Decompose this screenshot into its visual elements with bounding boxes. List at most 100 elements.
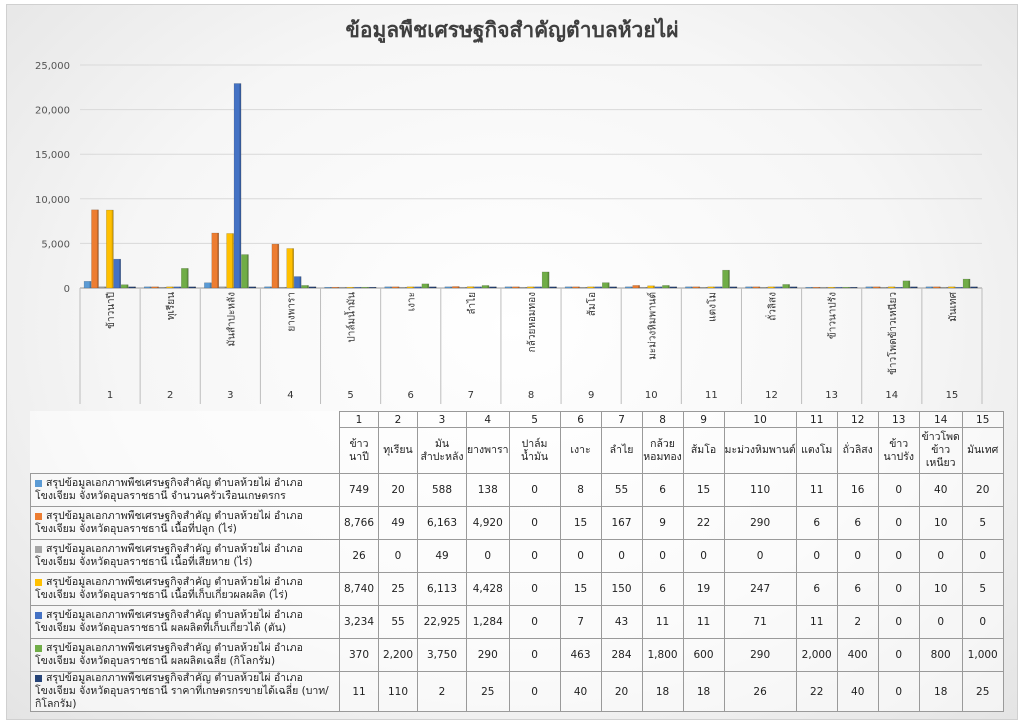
category-number: 10 (645, 390, 658, 401)
bar (151, 286, 159, 289)
table-value: 10 (918, 572, 963, 606)
table-value: 0 (508, 539, 561, 573)
table-value: 5 (961, 572, 1004, 606)
table-value: 11 (795, 473, 838, 507)
table-value: 18 (682, 671, 725, 712)
table-value: 40 (836, 671, 879, 712)
bar (910, 286, 918, 289)
bar-shade (705, 287, 708, 288)
category-number: 12 (765, 390, 778, 401)
table-value: 1,284 (466, 605, 510, 639)
bar (827, 286, 836, 289)
bar (714, 286, 723, 289)
category-number: 2 (167, 390, 173, 401)
table-value: 2,200 (378, 638, 418, 672)
bar (579, 286, 588, 289)
table-value: 7 (559, 605, 602, 639)
table-value: 0 (559, 539, 602, 573)
bar (120, 284, 129, 289)
bar-shade (405, 287, 407, 288)
bar-shade (171, 286, 174, 288)
bar-shade (690, 286, 693, 288)
table-value: 25 (961, 671, 1004, 712)
bar (700, 286, 708, 289)
table-header-name: ข้าวนาปรัง (877, 427, 920, 474)
table-value: 5 (961, 506, 1004, 540)
series-name: สรุปข้อมูลเอกภาพพืชเศรษฐกิจสำคัญ ตำบลห้ว… (35, 477, 303, 502)
table-value: 2 (417, 671, 467, 712)
series-name-cell: สรุปข้อมูลเอกภาพพืชเศรษฐกิจสำคัญ ตำบลห้ว… (30, 605, 340, 639)
category-number: 9 (588, 390, 594, 401)
bar-shade (833, 287, 836, 288)
bar (625, 286, 633, 289)
table-value: 600 (682, 638, 725, 672)
bar (805, 286, 813, 289)
table-value: 55 (600, 473, 643, 507)
bar (549, 286, 557, 289)
table-value: 0 (961, 605, 1004, 639)
bar-shade (494, 286, 497, 288)
table-value: 1,800 (641, 638, 684, 672)
table-value: 4,428 (466, 572, 510, 606)
bar-shade (239, 83, 242, 288)
category-number: 8 (528, 390, 534, 401)
bar (669, 286, 678, 289)
bar (98, 286, 107, 289)
bar (872, 286, 881, 289)
bar-shade (89, 281, 92, 288)
bar (339, 286, 347, 289)
bar-shade (96, 209, 99, 288)
table-value: 0 (378, 539, 418, 573)
table-header-text: ข้าวโพดข้าวเหนียว (921, 431, 960, 469)
bar-shade (788, 284, 790, 288)
bar-shade (554, 286, 557, 288)
bar-shade (848, 287, 851, 288)
bar-shade (592, 286, 595, 288)
table-value: 0 (877, 506, 920, 540)
bar (587, 286, 595, 289)
bar (489, 286, 497, 289)
table-header-name: ทุเรียน (378, 427, 418, 474)
bar (128, 286, 136, 289)
bar-shade (217, 233, 219, 288)
table-header-name: มะม่วงหิมพานต์ (723, 427, 797, 474)
table-value: 167 (600, 506, 643, 540)
table-value: 11 (339, 671, 379, 712)
bar-shade (855, 287, 858, 288)
category-label: ทุเรียน (165, 292, 177, 320)
bar-shade (367, 287, 369, 288)
bar-shade (465, 287, 467, 288)
bar-shade (337, 287, 340, 288)
category-label: มะม่วงหิมพานต์ (646, 292, 658, 360)
table-header-number: 9 (682, 411, 725, 428)
legend-key-icon (35, 644, 42, 652)
table-value: 370 (339, 638, 379, 672)
bar-shade (720, 286, 723, 288)
bar-shade (209, 282, 212, 288)
table-value: 110 (723, 473, 797, 507)
bar (211, 232, 219, 289)
bar-shade (104, 286, 107, 288)
bar-shade (638, 285, 640, 288)
bar (970, 286, 978, 289)
table-value: 6 (641, 572, 684, 606)
table-value: 0 (508, 506, 561, 540)
table-value: 0 (508, 605, 561, 639)
bar-shade (953, 286, 956, 288)
table-value: 11 (795, 605, 838, 639)
bar (354, 286, 362, 289)
bar (789, 286, 798, 289)
bar-shade (780, 286, 783, 288)
table-value: 15 (682, 473, 725, 507)
bar (895, 286, 903, 289)
table-value: 20 (961, 473, 1004, 507)
table-value: 1,000 (961, 638, 1004, 672)
bar-shade (600, 286, 603, 288)
category-number: 14 (885, 390, 898, 401)
bar-shade (698, 286, 701, 288)
bar (241, 254, 249, 289)
table-header-name: ลำไย (600, 427, 643, 474)
bar-shade (818, 287, 821, 288)
category-label: มันเทศ (948, 291, 959, 321)
bar (685, 286, 693, 289)
